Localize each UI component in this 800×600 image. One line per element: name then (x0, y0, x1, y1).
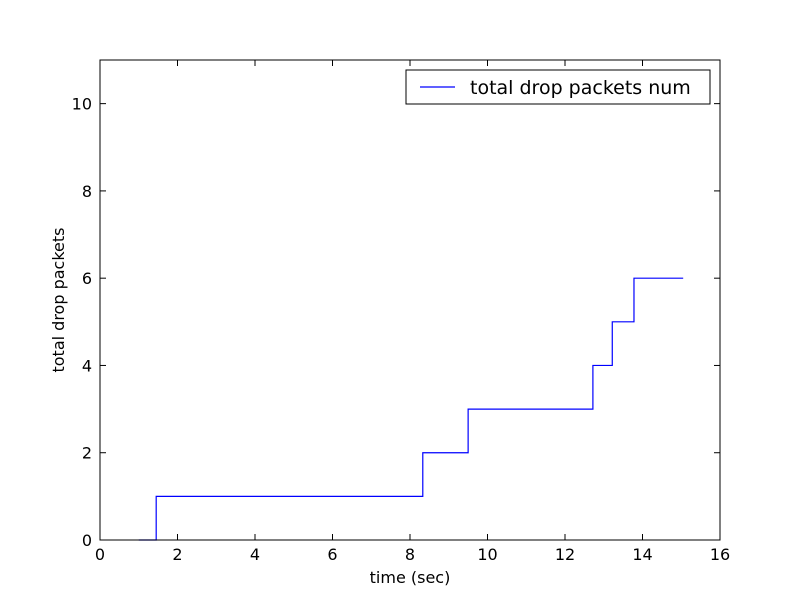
legend-box (405, 69, 711, 105)
x-tick-label: 8 (405, 545, 415, 564)
y-axis-title: total drop packets (49, 228, 68, 373)
y-tick-label: 10 (72, 95, 92, 114)
x-tick-label: 12 (555, 545, 575, 564)
x-tick-label: 6 (327, 545, 337, 564)
plot-area-frame (99, 59, 721, 541)
x-tick-label: 16 (710, 545, 730, 564)
series-line (138, 277, 684, 541)
ticks-layer: 0 2 4 6 8 10 12 14 16 0 2 4 6 8 10 (72, 60, 730, 564)
legend: total drop packets num (405, 69, 711, 105)
x-axis-title: time (sec) (370, 568, 451, 587)
y-tick-label: 2 (82, 444, 92, 463)
x-tick-label: 14 (632, 545, 652, 564)
y-tick-label: 0 (82, 531, 92, 550)
y-tick-label: 8 (82, 182, 92, 201)
plot-layer (138, 277, 684, 541)
y-tick-label: 4 (82, 356, 92, 375)
x-tick-label: 0 (95, 545, 105, 564)
x-tick-label: 10 (477, 545, 497, 564)
y-tick-label: 6 (82, 269, 92, 288)
legend-label: total drop packets num (470, 77, 691, 99)
x-tick-label: 2 (172, 545, 182, 564)
x-tick-label: 4 (250, 545, 260, 564)
